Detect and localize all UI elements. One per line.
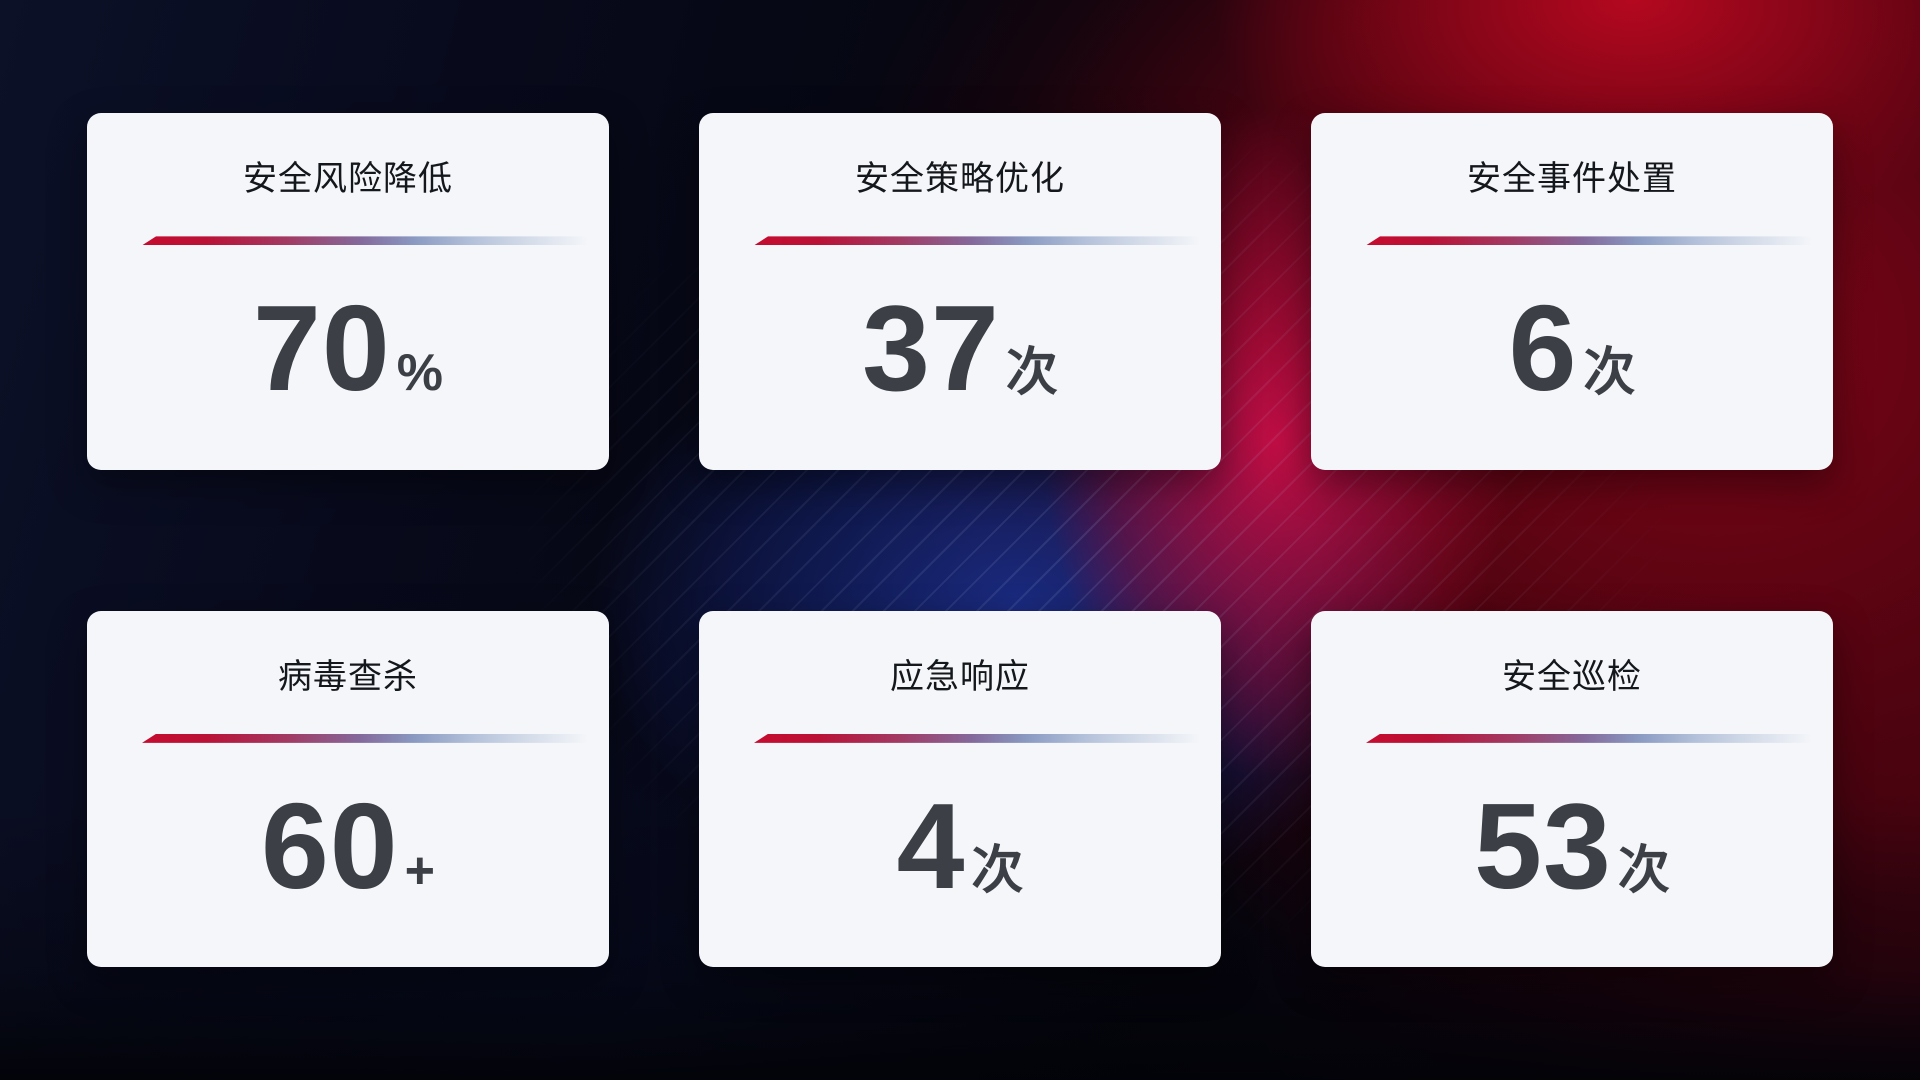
value-group: 6 次	[1509, 287, 1636, 409]
value-number: 37	[862, 280, 1000, 417]
value-unit: 次	[1005, 344, 1058, 403]
card-title: 应急响应	[890, 657, 1030, 696]
card-value: 70 %	[87, 245, 609, 439]
gradient-divider	[142, 733, 597, 743]
stat-card-security-inspection: 安全巡检 53 次	[1311, 610, 1833, 967]
value-unit: 次	[971, 841, 1024, 900]
card-value: 53 次	[1311, 743, 1833, 937]
card-title: 病毒查杀	[278, 657, 418, 696]
stat-card-emergency-response: 应急响应 4 次	[699, 610, 1221, 967]
card-title: 安全事件处置	[1467, 160, 1677, 198]
gradient-divider	[754, 733, 1209, 743]
stat-card-security-policy-optimization: 安全策略优化 37 次	[699, 113, 1221, 470]
card-title: 安全巡检	[1502, 657, 1642, 696]
value-unit: 次	[1583, 344, 1636, 403]
card-title: 安全风险降低	[243, 160, 453, 198]
value-number: 6	[1508, 280, 1578, 417]
gradient-divider	[1366, 733, 1821, 743]
value-unit: +	[404, 841, 436, 900]
value-number: 70	[253, 280, 391, 417]
value-unit: %	[396, 344, 443, 403]
value-group: 60 +	[261, 785, 435, 907]
stat-card-security-risk-reduction: 安全风险降低 70 %	[87, 113, 609, 470]
gradient-divider	[142, 236, 597, 246]
value-group: 53 次	[1474, 785, 1670, 907]
card-value: 6 次	[1311, 245, 1833, 439]
value-group: 70 %	[253, 287, 443, 409]
value-group: 4 次	[897, 785, 1024, 907]
stat-card-security-incident-handling: 安全事件处置 6 次	[1311, 113, 1833, 470]
card-title: 安全策略优化	[855, 160, 1065, 198]
stat-card-virus-scan: 病毒查杀 60 +	[87, 610, 609, 967]
card-value: 60 +	[87, 743, 609, 937]
value-number: 4	[896, 777, 966, 914]
card-value: 4 次	[699, 743, 1221, 937]
card-value: 37 次	[699, 245, 1221, 439]
value-group: 37 次	[862, 287, 1058, 409]
value-number: 60	[260, 777, 399, 914]
gradient-divider	[754, 236, 1209, 246]
gradient-divider	[1366, 236, 1821, 246]
value-number: 53	[1474, 777, 1612, 914]
value-unit: 次	[1617, 841, 1670, 900]
